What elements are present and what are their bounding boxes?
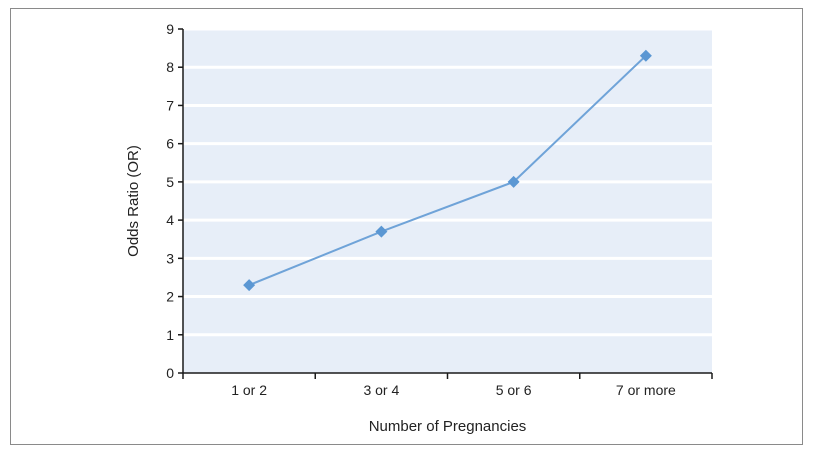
data-point-marker [375, 225, 388, 238]
data-point-marker [507, 175, 520, 188]
y-tick-label: 4 [166, 212, 174, 228]
x-tick-label: 1 or 2 [231, 382, 267, 398]
y-axis-title: Odds Ratio (OR) [125, 145, 142, 257]
x-axis-ticks: 1 or 2 3 or 4 5 or 6 7 or more [182, 373, 713, 398]
data-point-marker [639, 49, 652, 62]
x-tick-label: 3 or 4 [363, 382, 399, 398]
y-tick-label: 2 [166, 289, 174, 305]
series-group [243, 49, 652, 292]
y-tick-label: 8 [166, 59, 174, 75]
y-axis-ticks: 0 1 2 3 4 5 6 7 8 9 [166, 21, 183, 381]
series-line [248, 55, 647, 287]
gridlines [183, 27, 712, 337]
y-tick-label: 1 [166, 327, 174, 343]
y-tick-label: 7 [166, 97, 174, 113]
y-tick-label: 9 [166, 21, 174, 37]
plot-area [183, 29, 712, 373]
y-tick-label: 5 [166, 174, 174, 190]
y-tick-label: 0 [166, 365, 174, 381]
x-tick-label: 7 or more [616, 382, 676, 398]
x-tick-label: 5 or 6 [496, 382, 532, 398]
y-tick-label: 3 [166, 250, 174, 266]
y-tick-label: 6 [166, 136, 174, 152]
data-point-marker [243, 279, 256, 292]
x-axis-title: Number of Pregnancies [369, 418, 527, 435]
